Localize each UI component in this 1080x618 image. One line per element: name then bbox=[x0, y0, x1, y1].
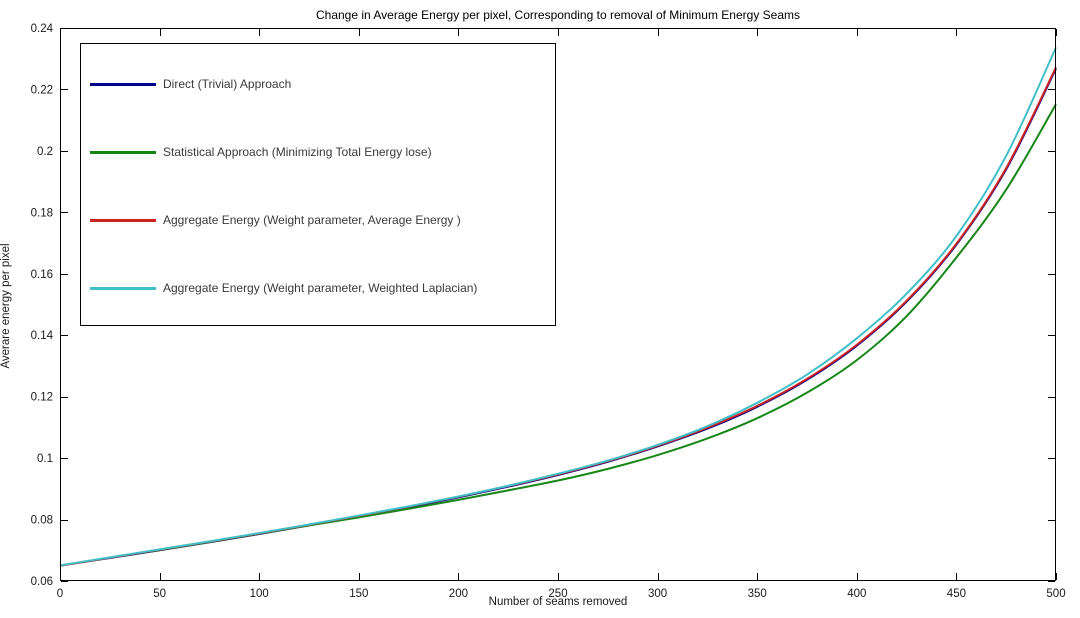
legend-item-label: Statistical Approach (Minimizing Total E… bbox=[163, 145, 432, 159]
legend-line-swatch bbox=[90, 218, 156, 222]
y-tick-label: 0.14 bbox=[31, 330, 54, 342]
axes-box bbox=[60, 28, 1056, 581]
x-axis-label: Number of seams removed bbox=[488, 596, 628, 608]
x-tick-label: 0 bbox=[57, 588, 63, 600]
legend: Direct (Trivial) Approach Statistical App… bbox=[80, 43, 556, 326]
legend-item-label: Aggregate Energy (Weight parameter, Aver… bbox=[163, 213, 461, 227]
x-tick-label: 450 bbox=[947, 588, 966, 600]
legend-item-3: Aggregate Energy (Weight parameter, Weig… bbox=[81, 270, 555, 306]
y-tick-label: 0.06 bbox=[31, 576, 53, 588]
legend-item-1: Statistical Approach (Minimizing Total E… bbox=[81, 134, 555, 170]
plot-canvas: 0 50 100 150 200 250 300 350 400 450 500 0.06 0.08 0.… bbox=[31, 23, 1066, 600]
x-tick-label: 350 bbox=[748, 588, 767, 600]
legend-item-label: Direct (Trivial) Approach bbox=[163, 77, 292, 91]
y-tick-label: 0.18 bbox=[31, 207, 53, 219]
y-tick-label: 0.08 bbox=[31, 515, 53, 527]
x-tick-label: 400 bbox=[847, 588, 866, 600]
y-tick-label: 0.24 bbox=[31, 23, 54, 35]
legend-item-label: Aggregate Energy (Weight parameter, Weig… bbox=[163, 281, 478, 295]
legend-line-swatch bbox=[90, 286, 156, 290]
x-tick-label: 150 bbox=[349, 588, 368, 600]
x-tick-label: 200 bbox=[449, 588, 468, 600]
x-tick-label: 50 bbox=[153, 588, 166, 600]
y-axis-label: Averare energy per pixel bbox=[0, 243, 12, 369]
x-tick-label: 300 bbox=[648, 588, 667, 600]
legend-line-swatch bbox=[90, 82, 156, 86]
y-tick-label: 0.12 bbox=[31, 392, 53, 404]
legend-item-0: Direct (Trivial) Approach bbox=[81, 66, 555, 102]
y-tick-label: 0.2 bbox=[37, 146, 53, 158]
legend-item-2: Aggregate Energy (Weight parameter, Aver… bbox=[81, 202, 555, 238]
y-tick-label: 0.16 bbox=[31, 269, 53, 281]
x-tick-label: 500 bbox=[1046, 588, 1065, 600]
x-tick-label: 250 bbox=[548, 588, 567, 600]
y-tick-label: 0.1 bbox=[37, 453, 53, 465]
legend-line-swatch bbox=[90, 150, 156, 154]
series-line-3 bbox=[59, 46, 1057, 567]
chart-title: Change in Average Energy per pixel, Corr… bbox=[315, 8, 801, 22]
y-tick-label: 0.22 bbox=[31, 84, 53, 96]
x-tick-label: 100 bbox=[250, 588, 269, 600]
